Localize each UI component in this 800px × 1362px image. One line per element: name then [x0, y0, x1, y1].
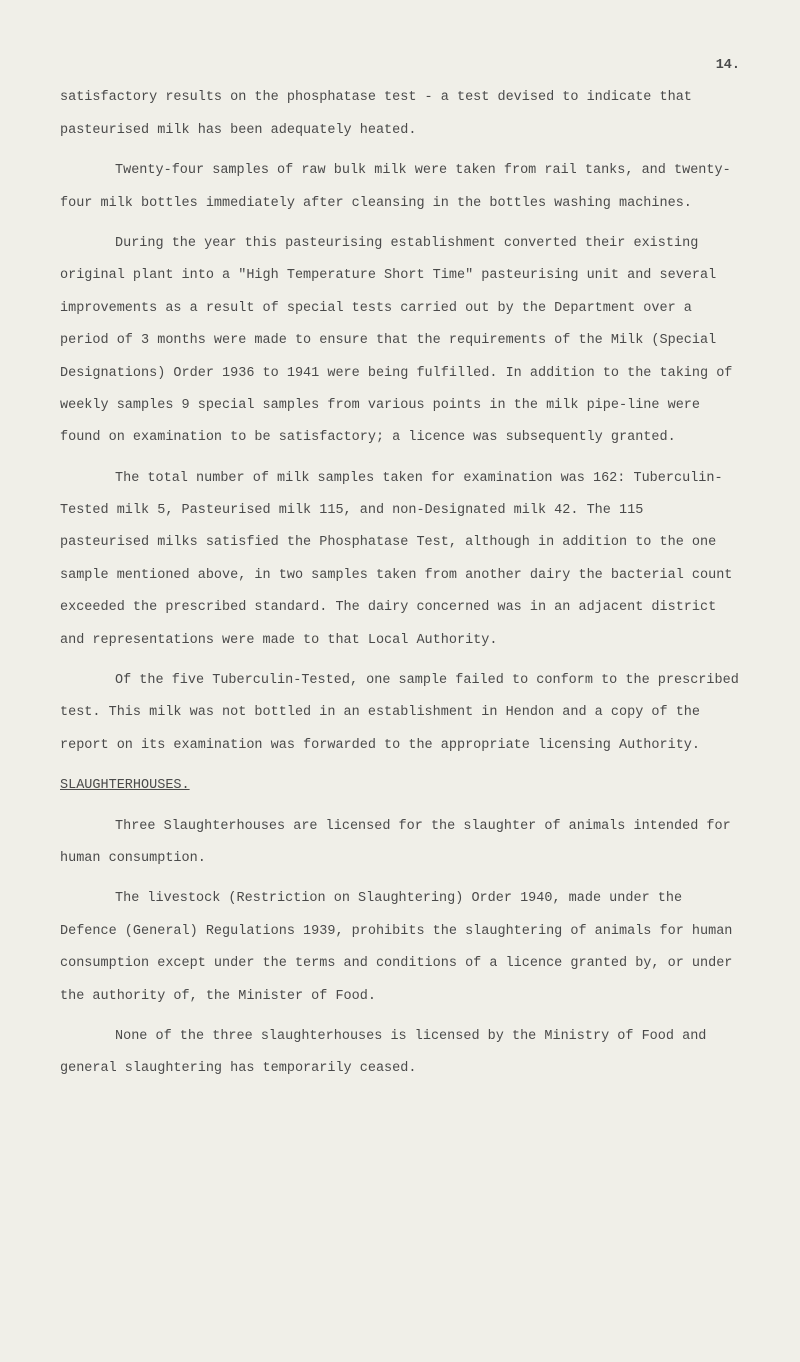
- paragraph-8: None of the three slaughterhouses is lic…: [60, 1021, 740, 1086]
- page-number: 14.: [60, 50, 740, 82]
- section-heading-slaughterhouses: SLAUGHTERHOUSES.: [60, 770, 740, 802]
- paragraph-3: During the year this pasteurising establ…: [60, 228, 740, 455]
- paragraph-4: The total number of milk samples taken f…: [60, 463, 740, 657]
- paragraph-7: The livestock (Restriction on Slaughteri…: [60, 883, 740, 1013]
- paragraph-6: Three Slaughterhouses are licensed for t…: [60, 811, 740, 876]
- paragraph-2: Twenty-four samples of raw bulk milk wer…: [60, 155, 740, 220]
- heading-text: SLAUGHTERHOUSES.: [60, 778, 190, 793]
- paragraph-1: satisfactory results on the phosphatase …: [60, 82, 740, 147]
- paragraph-5: Of the five Tuberculin-Tested, one sampl…: [60, 665, 740, 762]
